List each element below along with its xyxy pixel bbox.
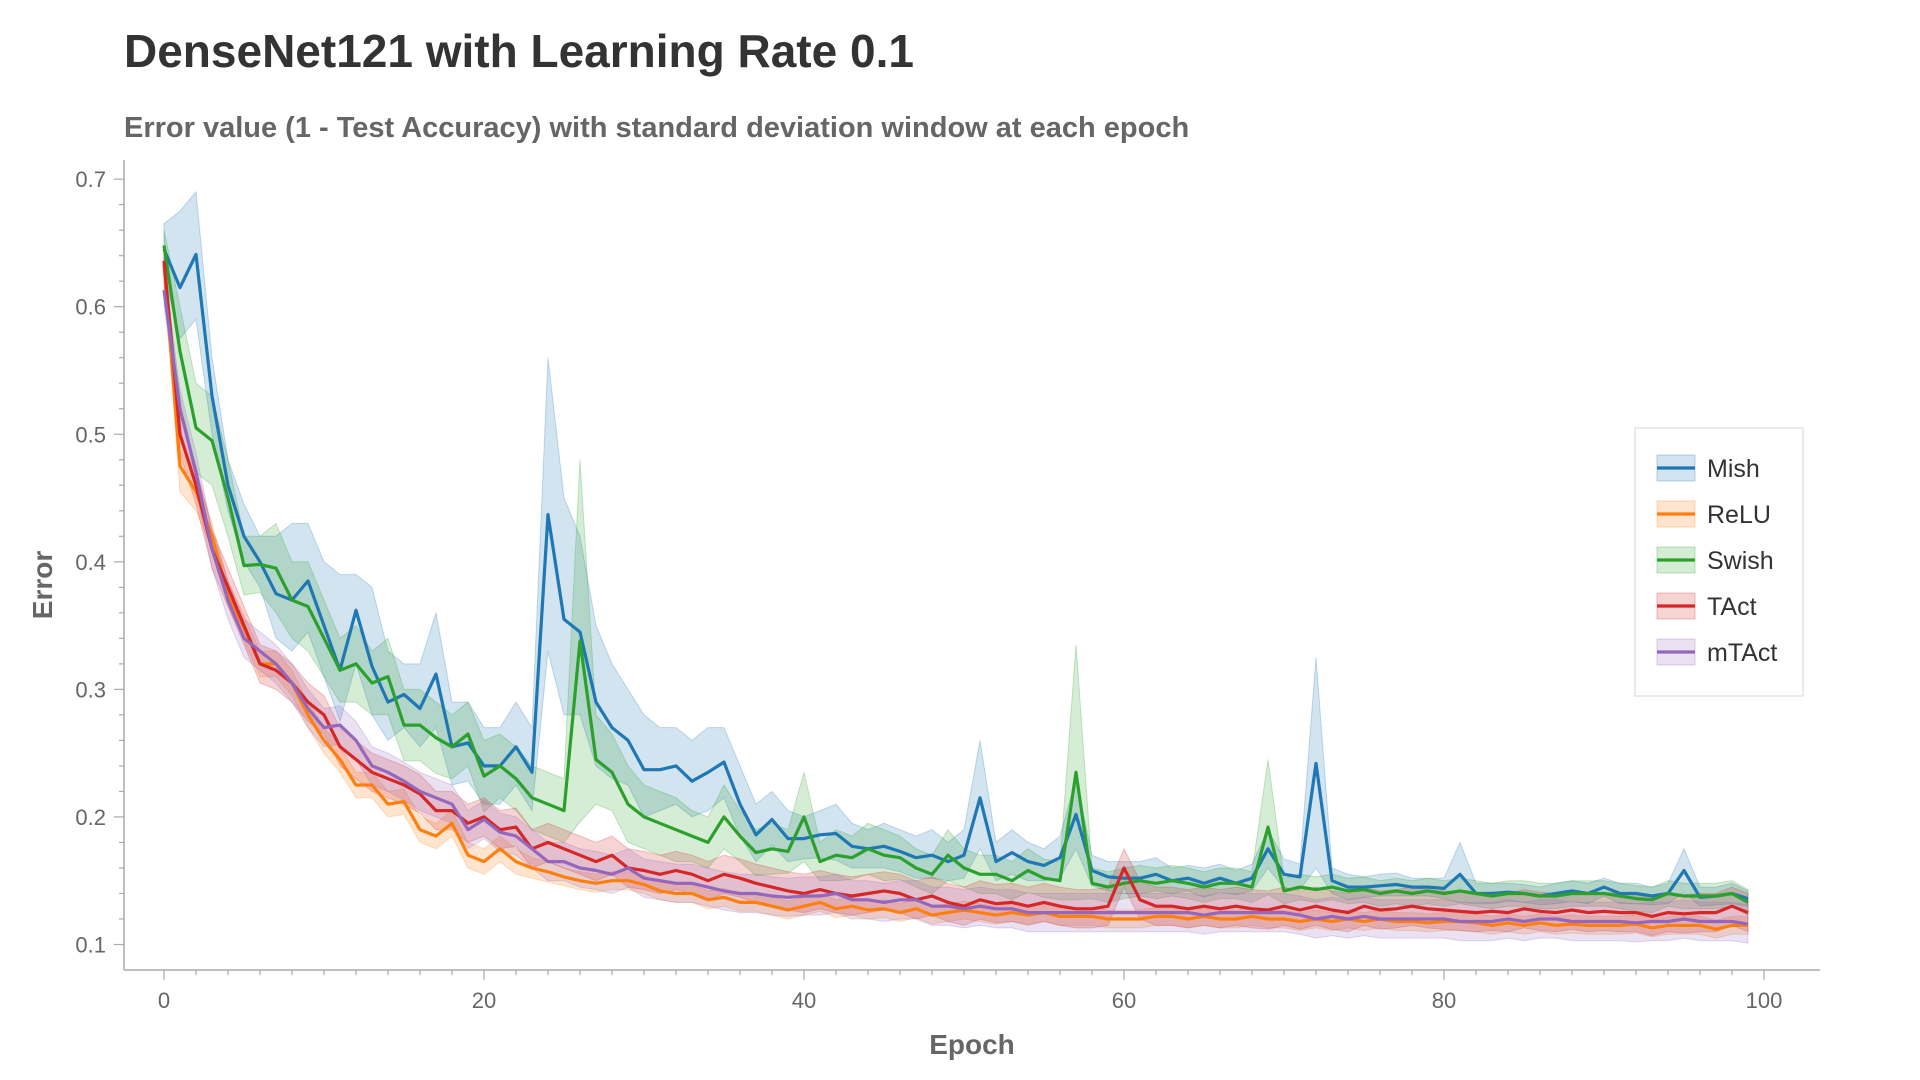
x-tick-label: 40 xyxy=(792,988,816,1013)
legend-label-mish: Mish xyxy=(1707,455,1760,483)
x-tick-label: 60 xyxy=(1112,988,1136,1013)
series-line-mtact xyxy=(162,289,1749,926)
x-tick-label: 0 xyxy=(158,988,170,1013)
chart-title: DenseNet121 with Learning Rate 0.1 xyxy=(124,25,914,77)
ticks: 0 20 40 60 80 100 0.1 0.2 0.3 0.4 0.5 0.6 0.7 xyxy=(75,167,1782,1013)
series-line-swish xyxy=(162,245,1749,904)
std-band-mtact xyxy=(163,274,1749,944)
series-line-relu xyxy=(162,264,1748,931)
x-axis-label: Epoch xyxy=(929,1029,1015,1060)
legend: Mish ReLU Swish TAct mTAct xyxy=(1634,427,1804,697)
y-tick-label: 0.4 xyxy=(75,550,106,575)
y-tick-label: 0.1 xyxy=(75,932,106,957)
std-band-swish xyxy=(163,230,1749,916)
y-tick-label: 0.2 xyxy=(75,805,106,830)
chart-subtitle: Error value (1 - Test Accuracy) with sta… xyxy=(124,112,1190,144)
legend-label-swish: Swish xyxy=(1707,547,1774,575)
legend-label-relu: ReLU xyxy=(1707,501,1771,529)
series-lines xyxy=(162,245,1749,931)
y-tick-label: 0.6 xyxy=(75,295,106,320)
series-line-tact xyxy=(162,260,1749,919)
x-tick-label: 20 xyxy=(472,988,496,1013)
y-tick-label: 0.3 xyxy=(75,677,106,702)
legend-label-tact: TAct xyxy=(1707,593,1757,621)
x-tick-label: 80 xyxy=(1432,988,1456,1013)
y-tick-label: 0.5 xyxy=(75,422,106,447)
legend-label-mtact: mTAct xyxy=(1707,639,1777,667)
std-band-tact xyxy=(163,249,1749,937)
std-band-relu xyxy=(163,249,1749,939)
y-tick-label: 0.7 xyxy=(75,167,106,192)
x-tick-label: 100 xyxy=(1746,988,1783,1013)
axes xyxy=(123,160,1820,971)
std-band-mish xyxy=(163,190,1749,907)
std-bands xyxy=(163,190,1749,944)
y-axis-label: Error xyxy=(27,551,58,620)
